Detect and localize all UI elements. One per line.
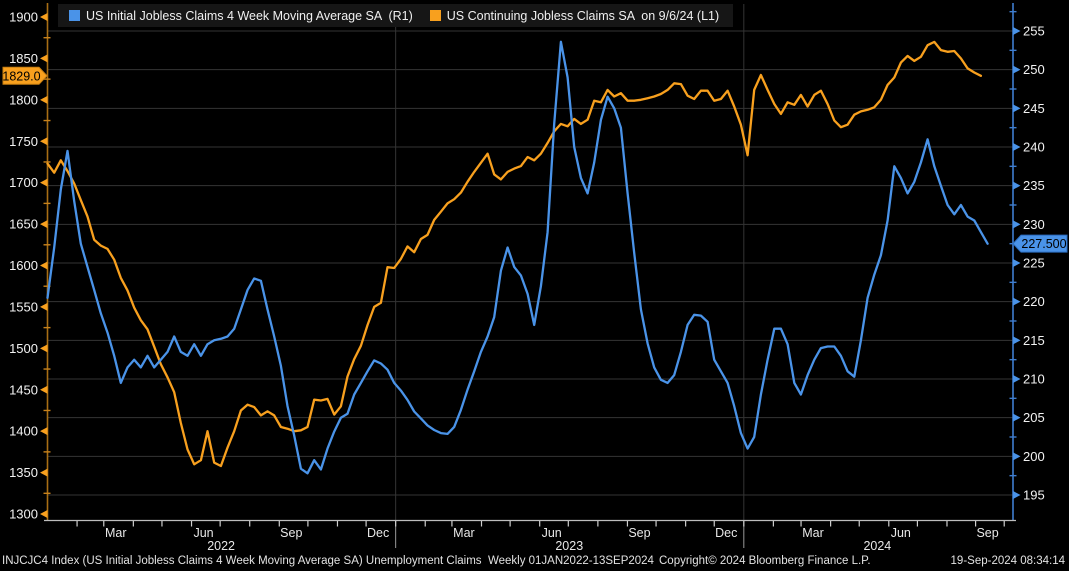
right-axis-tick-label: 210 <box>1023 372 1045 387</box>
right-axis-tick-arrow-icon <box>1013 491 1021 499</box>
month-label: Dec <box>715 526 737 540</box>
left-axis-tick-arrow-icon <box>40 261 48 270</box>
right-axis-tick-arrow-icon <box>1013 65 1021 74</box>
right-axis-tick-arrow-icon <box>1013 375 1021 383</box>
left-axis-tick-label: 1900 <box>9 10 38 25</box>
month-label: Mar <box>453 526 475 540</box>
right-axis-tick-label: 225 <box>1023 256 1045 271</box>
left-axis-tick-label: 1500 <box>9 341 38 356</box>
continuing-claims-line <box>46 40 983 468</box>
month-label: Sep <box>976 526 998 540</box>
legend-item-label: US Initial Jobless Claims 4 Week Moving … <box>86 8 413 23</box>
right-axis-tick-arrow-icon <box>1013 259 1021 267</box>
right-axis-tick-arrow-icon <box>1013 181 1021 190</box>
left-axis-tick-label: 1300 <box>9 507 38 522</box>
right-axis-tick-label: 230 <box>1023 217 1045 232</box>
left-axis-tick-label: 1750 <box>9 134 38 149</box>
right-axis-tick-label: 215 <box>1023 333 1045 348</box>
right-axis-tick-arrow-icon <box>1013 297 1021 306</box>
legend-item-label: US Continuing Jobless Claims SA on 9/6/2… <box>446 8 720 23</box>
left-axis-tick-label: 1850 <box>9 51 38 66</box>
chart-legend: US Initial Jobless Claims 4 Week Moving … <box>58 4 734 27</box>
right-axis-tick-label: 235 <box>1023 178 1045 193</box>
left-axis-tick-label: 1550 <box>9 299 38 314</box>
left-axis-tick-label: 1350 <box>9 465 38 480</box>
left-axis-tick-label: 1700 <box>9 175 38 190</box>
right-axis-tick-label: 240 <box>1023 140 1045 155</box>
month-label: Mar <box>802 526 824 540</box>
left-axis-tick-arrow-icon <box>40 13 48 21</box>
right-axis-tick-label: 195 <box>1023 488 1045 503</box>
initial-claims-swatch-icon <box>69 10 80 21</box>
left-last-value-badge <box>2 66 48 85</box>
left-axis-tick-arrow-icon <box>40 385 48 394</box>
month-label: Sep <box>280 526 302 540</box>
right-axis-tick-label: 205 <box>1023 410 1045 425</box>
month-label: Jun <box>193 526 213 540</box>
right-axis-tick-label: 250 <box>1023 62 1045 77</box>
right-axis-tick-arrow-icon <box>1013 452 1021 461</box>
left-axis-tick-label: 1800 <box>9 92 38 107</box>
left-axis-tick-arrow-icon <box>40 178 48 187</box>
month-label: Sep <box>628 526 650 540</box>
right-last-value-badge <box>1012 234 1068 253</box>
initial-claims-line <box>46 40 989 475</box>
left-axis-tick-label: 1450 <box>9 382 38 397</box>
status-bar: INJCJC4 Index (US Initial Jobless Claims… <box>0 553 1069 571</box>
continuing-claims-swatch-icon <box>429 10 441 21</box>
left-axis-tick-arrow-icon <box>40 302 48 311</box>
left-axis-tick-arrow-icon <box>40 54 48 63</box>
timestamp: 19-Sep-2024 08:34:14 <box>950 555 1065 567</box>
right-axis-tick-arrow-icon <box>1013 104 1021 113</box>
left-axis-tick-label: 1600 <box>9 258 38 273</box>
right-axis-tick-label: 200 <box>1023 449 1045 464</box>
copyright-text: Copyright© 2024 Bloomberg Finance L.P. <box>659 555 871 567</box>
right-axis-tick-label: 255 <box>1023 24 1045 39</box>
month-label: Mar <box>105 526 127 540</box>
right-last-value-text: 227.500 <box>1021 237 1066 251</box>
right-axis-tick-label: 220 <box>1023 294 1045 309</box>
left-axis-tick-arrow-icon <box>40 137 48 146</box>
year-label: 2024 <box>863 539 891 553</box>
left-axis-tick-arrow-icon <box>40 95 48 104</box>
left-axis-tick-label: 1650 <box>9 217 38 232</box>
legend-item-initial-claims[interactable]: US Initial Jobless Claims 4 Week Moving … <box>69 9 413 23</box>
month-label: Jun <box>542 526 562 540</box>
left-axis-tick-arrow-icon <box>40 510 48 518</box>
right-axis-tick-arrow-icon <box>1013 220 1021 229</box>
ticker-description: INJCJC4 Index (US Initial Jobless Claims… <box>2 555 654 567</box>
month-label: Jun <box>891 526 911 540</box>
year-label: 2022 <box>207 539 235 553</box>
left-axis-tick-arrow-icon <box>40 344 48 353</box>
right-axis-tick-label: 245 <box>1023 101 1045 116</box>
left-axis-tick-label: 1400 <box>9 424 38 439</box>
left-last-value-text: 1829.0 <box>2 69 40 83</box>
left-axis-tick-arrow-icon <box>40 220 48 229</box>
legend-item-continuing-claims[interactable]: US Continuing Jobless Claims SA on 9/6/2… <box>429 8 720 23</box>
left-axis-tick-arrow-icon <box>40 468 48 477</box>
left-axis-tick-arrow-icon <box>40 427 48 436</box>
right-axis-tick-arrow-icon <box>1013 413 1021 422</box>
right-axis-tick-arrow-icon <box>1013 27 1021 35</box>
right-axis-tick-arrow-icon <box>1013 336 1021 345</box>
right-axis-tick-arrow-icon <box>1013 143 1021 151</box>
year-label: 2023 <box>555 539 583 553</box>
month-label: Dec <box>367 526 389 540</box>
